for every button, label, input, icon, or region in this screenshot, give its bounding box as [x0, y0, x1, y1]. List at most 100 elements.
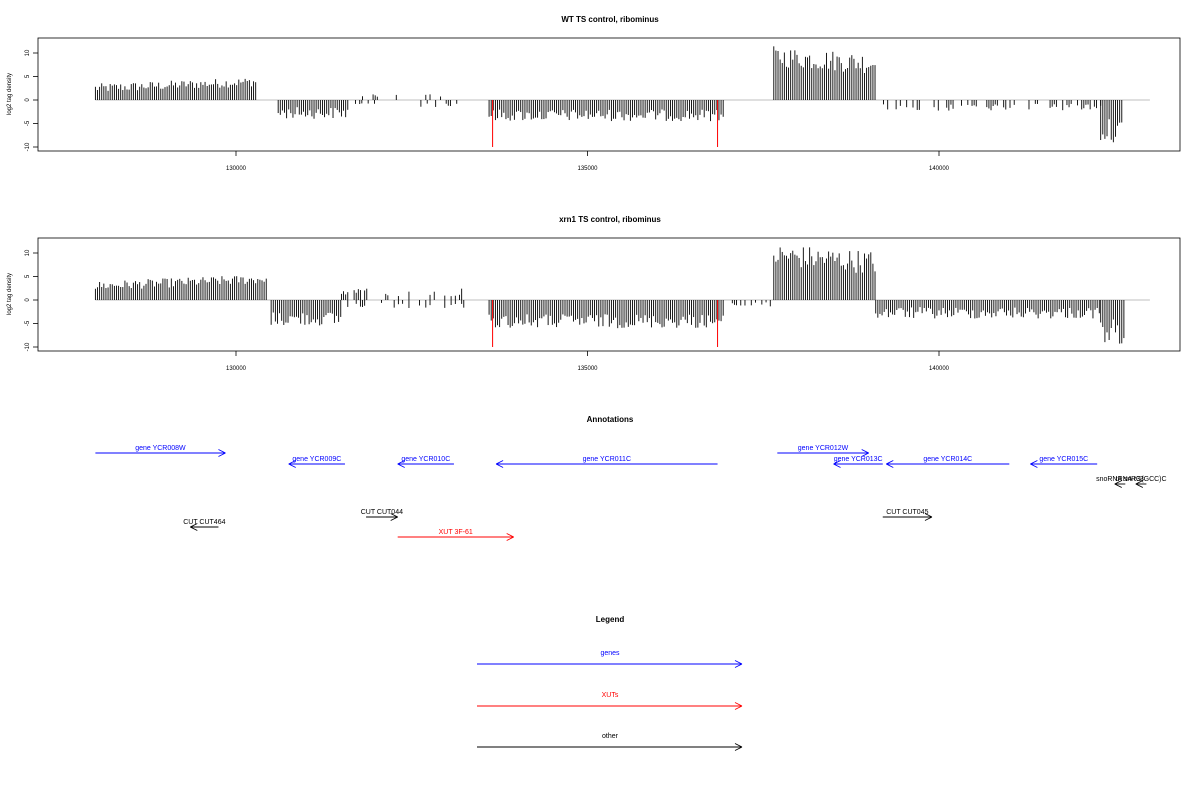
annotation-arrow-head	[924, 516, 933, 521]
y-tick-label: -10	[25, 142, 31, 151]
legend-arrow-head	[734, 663, 743, 668]
annotation-arrow-head	[1030, 460, 1038, 465]
annotation-arrow-head	[218, 449, 226, 454]
annotation-arrow-head	[190, 523, 198, 528]
annotation-arrow-head	[390, 516, 398, 521]
legend-items: genes XUTs other	[477, 650, 743, 751]
annotation-arrow-head	[861, 452, 869, 457]
annotation-arrow-head	[218, 452, 226, 457]
legend-arrow-head	[734, 746, 743, 751]
annotation-other: CUT CUT045	[882, 509, 933, 521]
annotation-arrow-head	[288, 460, 296, 465]
annotation-label: CUT CUT464	[183, 519, 225, 526]
wt-y-axis-label: log2 tag density	[7, 73, 13, 115]
annotation-arrow-head	[495, 463, 504, 468]
annotation-arrow-head	[190, 526, 198, 531]
legend-label: XUTs	[602, 692, 619, 699]
annotation-features: gene YCR008W gene YCR009C gene YCR010C gene…	[95, 445, 1167, 541]
annotation-arrow-head	[886, 463, 894, 468]
annotation-arrow-head	[1114, 480, 1122, 485]
x-tick-label: 135000	[577, 366, 598, 372]
x-tick-label: 140000	[929, 166, 950, 172]
y-tick-label: -5	[25, 320, 31, 326]
legend-item: XUTs	[477, 692, 743, 710]
legend-label: genes	[600, 650, 620, 657]
annotation-label: gene YCR013C	[834, 456, 883, 463]
annotation-arrow-head	[833, 460, 841, 465]
annotation-label: gene YCR011C	[583, 456, 631, 463]
y-tick-label: 0	[25, 298, 31, 302]
legend-label: other	[602, 733, 619, 740]
annotation-arrow-head	[1030, 463, 1038, 468]
annotation-arrow-head	[1135, 480, 1144, 485]
legend-panel: Legend genes XUTs other	[477, 615, 743, 751]
wt-track-title: WT TS control, ribominus	[561, 15, 659, 24]
annotation-arrow-head	[288, 463, 296, 468]
legend-title: Legend	[596, 615, 625, 624]
xrn1-track-title: xrn1 TS control, ribominus	[559, 215, 661, 224]
annotation-arrow-head	[397, 463, 405, 468]
annotation-label: gene YCR012W	[798, 445, 849, 452]
annotation-gene: gene YCR008W	[95, 445, 226, 457]
annotation-gene: gene YCR014C	[886, 456, 1010, 468]
legend-item: other	[477, 733, 743, 751]
annotation-label: gene YCR008W	[135, 445, 186, 452]
annotation-arrow-head	[886, 460, 894, 465]
annotation-label: gene YCR009C	[292, 456, 341, 463]
wt-track-panel: WT TS control, ribominus -10 -5 0 5 10 130000…	[7, 15, 1181, 172]
legend-arrow-head	[734, 705, 743, 710]
x-tick-label: 130000	[226, 366, 247, 372]
legend-arrow-head	[734, 743, 743, 748]
legend-arrow-head	[734, 702, 743, 707]
legend-arrow-head	[734, 660, 743, 665]
annotation-label: gene YCR010C	[401, 456, 450, 463]
legend-item: genes	[477, 650, 743, 668]
annotation-gene: gene YCR011C	[495, 456, 718, 468]
density-bars	[94, 247, 1125, 344]
x-tick-label: 135000	[577, 166, 598, 172]
y-tick-label: 5	[25, 74, 31, 78]
y-tick-label: -10	[25, 342, 31, 351]
annotation-label: XUT 3F-61	[439, 529, 473, 536]
xrn1-track-panel: xrn1 TS control, ribominus -10 -5 0 5 10 1300…	[7, 215, 1181, 372]
annotation-arrow-head	[495, 460, 504, 465]
annotation-arrow-head	[861, 449, 869, 454]
xrn1-plot-frame	[37, 237, 1181, 352]
annotation-label: gene YCR015C	[1039, 456, 1088, 463]
annotation-arrow-head	[833, 463, 841, 468]
annotation-label: tRNA tG(GCC)C	[1116, 476, 1167, 483]
annotation-label: gene YCR014C	[923, 456, 972, 463]
annotation-gene: gene YCR010C	[397, 456, 454, 468]
annotation-gene: gene YCR015C	[1030, 456, 1098, 468]
annotation-arrow-head	[390, 513, 398, 518]
annotation-arrow-head	[1114, 483, 1122, 488]
annotation-other: tRNA tG(GCC)C	[1116, 476, 1167, 488]
annotation-other: CUT CUT044	[361, 509, 403, 521]
annotation-label: CUT CUT044	[361, 509, 403, 516]
annotation-gene: gene YCR013C	[833, 456, 883, 468]
annotation-xut: XUT 3F-61	[397, 529, 514, 541]
x-tick-label: 130000	[226, 166, 247, 172]
xrn1-y-axis-label: log2 tag density	[7, 273, 13, 315]
x-tick-label: 140000	[929, 366, 950, 372]
annotation-arrow-head	[506, 533, 514, 538]
annotation-gene: gene YCR012W	[777, 445, 869, 457]
annotations-title: Annotations	[587, 415, 634, 424]
xrn1-plot-area: -10 -5 0 5 10 130000 135000 140000	[25, 247, 1150, 372]
annotation-label: CUT CUT045	[886, 509, 928, 516]
annotation-arrow-head	[1135, 483, 1144, 488]
y-tick-label: -5	[25, 120, 31, 126]
annotation-gene: gene YCR009C	[288, 456, 345, 468]
wt-plot-frame	[37, 37, 1181, 152]
annotation-other: snoRNA snR33	[1096, 476, 1144, 488]
y-tick-label: 0	[25, 98, 31, 102]
annotation-other: CUT CUT464	[183, 519, 226, 531]
y-tick-label: 10	[25, 249, 31, 256]
annotation-arrow-head	[924, 513, 933, 518]
wt-plot-area: -10 -5 0 5 10 130000 135000 140000	[25, 46, 1150, 172]
y-tick-label: 5	[25, 274, 31, 278]
density-bars	[94, 46, 1123, 143]
y-tick-label: 10	[25, 49, 31, 56]
